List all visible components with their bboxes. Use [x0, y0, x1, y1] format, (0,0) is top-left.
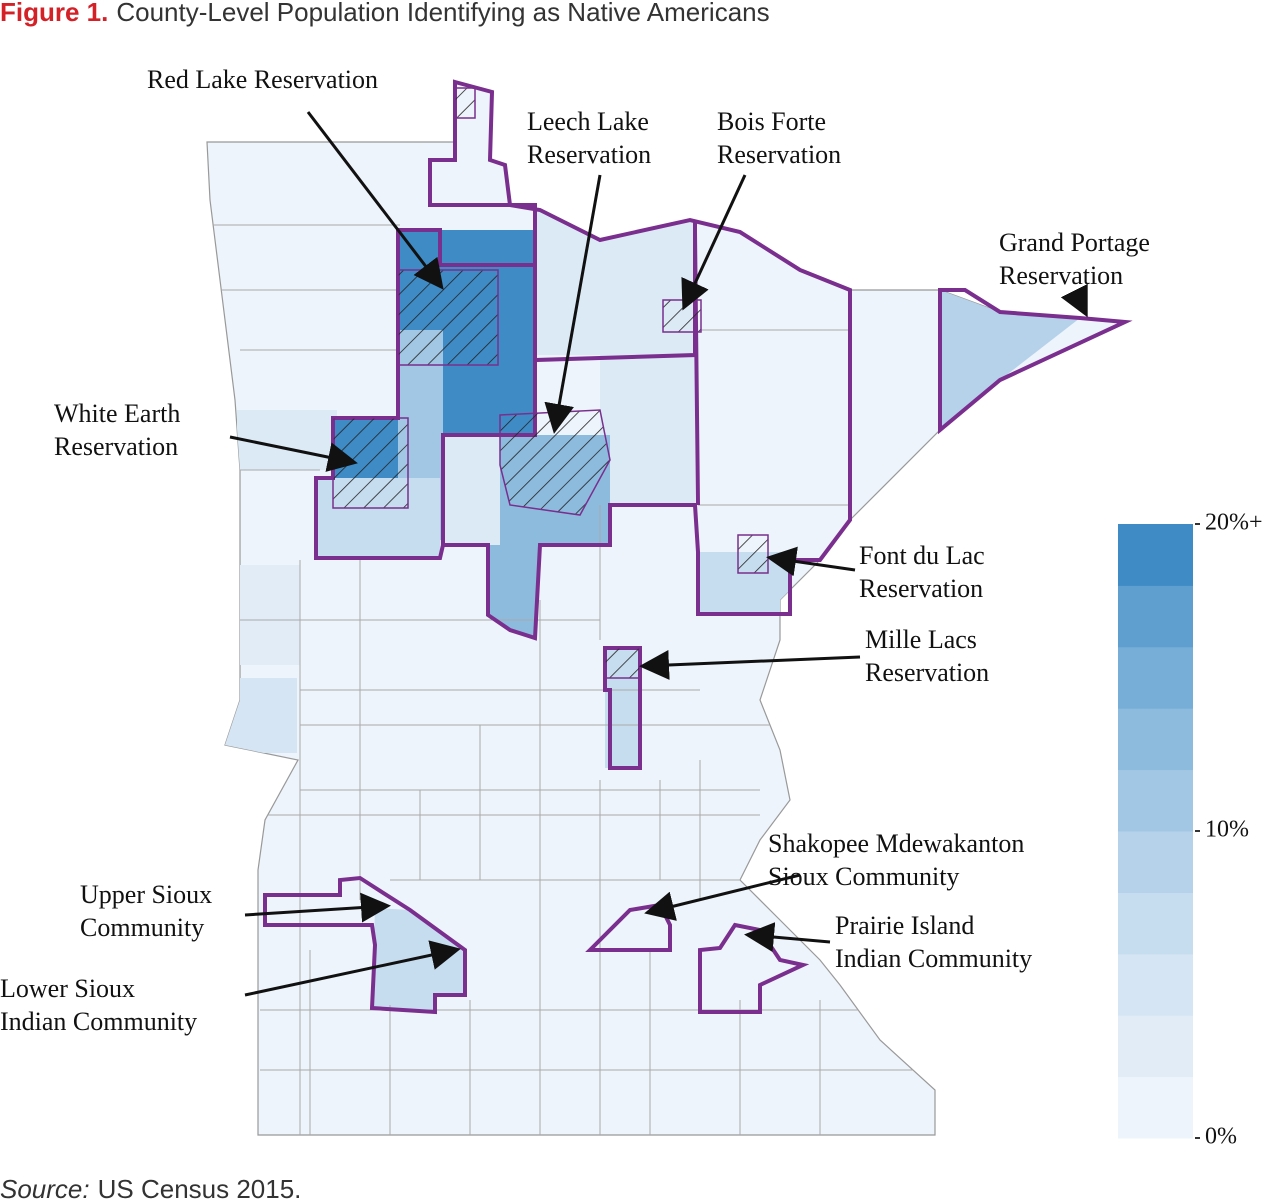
legend-swatch [1118, 585, 1193, 648]
annotation-label: Indian Community [835, 944, 1032, 973]
annotation-label: Leech Lake [527, 107, 649, 136]
legend-swatch [1118, 892, 1193, 955]
annotation: Lower Sioux Indian Community [0, 940, 461, 1036]
annotation: Prairie Island Indian Community [744, 911, 1032, 973]
annotation-label: Font du Lac [859, 541, 985, 570]
annotation: Mille Lacs Reservation [639, 625, 989, 687]
annotation-label: Reservation [859, 574, 983, 603]
annotation: White Earth Reservation [54, 399, 358, 472]
legend-swatch [1118, 1076, 1193, 1139]
annotation-arrow [644, 873, 801, 921]
legend-swatch [1118, 831, 1193, 893]
map [206, 79, 1133, 1136]
annotation-label: Upper Sioux [80, 880, 212, 909]
source: Source: US Census 2015. [0, 1174, 301, 1204]
reservation-lands [332, 87, 769, 679]
annotation-arrow [544, 174, 602, 434]
annotation-label: Red Lake Reservation [147, 65, 378, 94]
annotation-label: Indian Community [0, 1007, 197, 1036]
annotation-label: Sioux Community [768, 862, 959, 891]
annotation-arrow [244, 892, 391, 923]
annotation-label: Reservation [527, 140, 651, 169]
annotation-arrow [306, 111, 444, 290]
annotation-label: White Earth [54, 399, 180, 428]
annotation-label: Bois Forte [717, 107, 826, 136]
source-text: US Census 2015. [98, 1174, 302, 1204]
annotation-arrow [766, 546, 856, 577]
annotation-arrow [639, 650, 861, 680]
title-text: County-Level Population Identifying as N… [116, 0, 769, 27]
annotation-arrow [744, 922, 831, 953]
legend-tick-label: 10% [1205, 817, 1249, 843]
annotation: Red Lake Reservation [147, 65, 444, 290]
annotation: Font du Lac Reservation [766, 541, 985, 603]
annotation-label: Reservation [54, 432, 178, 461]
annotation-arrow [1060, 283, 1088, 318]
legend-tick-label: 20%+ [1205, 510, 1263, 536]
annotations: Red Lake Reservation Leech Lake Reservatio… [0, 65, 1150, 1036]
legend-tick-label: 0% [1205, 1124, 1237, 1150]
annotation-label: Community [80, 913, 204, 942]
annotation: Leech Lake Reservation [527, 107, 651, 434]
title: Figure 1. County-Level Population Identif… [0, 0, 770, 27]
annotation-label: Prairie Island [835, 911, 974, 940]
annotation-arrow [244, 940, 461, 997]
annotation: Shakopee Mdewakanton Sioux Community [644, 829, 1024, 921]
annotation-label: Shakopee Mdewakanton [768, 829, 1024, 858]
legend: 20%+ 10% 0% [1118, 510, 1263, 1150]
title-label: Figure 1. [0, 0, 108, 27]
annotation-label: Reservation [999, 261, 1123, 290]
legend-swatch [1118, 953, 1193, 1016]
legend-swatch [1118, 708, 1193, 771]
annotation-arrow [229, 435, 358, 472]
annotation-label: Lower Sioux [0, 974, 135, 1003]
legend-swatch [1118, 646, 1193, 709]
annotation-label: Grand Portage [999, 228, 1150, 257]
annotation-label: Reservation [717, 140, 841, 169]
annotation: Upper Sioux Community [80, 880, 391, 942]
annotation-label: Mille Lacs [865, 625, 977, 654]
legend-swatch [1118, 769, 1193, 832]
annotation-arrow [681, 174, 747, 311]
annotation: Grand Portage Reservation [999, 228, 1150, 318]
annotation: Bois Forte Reservation [681, 107, 841, 311]
legend-swatch [1118, 524, 1193, 586]
source-label: Source: [0, 1174, 90, 1204]
annotation-label: Reservation [865, 658, 989, 687]
legend-swatch [1118, 1015, 1193, 1078]
